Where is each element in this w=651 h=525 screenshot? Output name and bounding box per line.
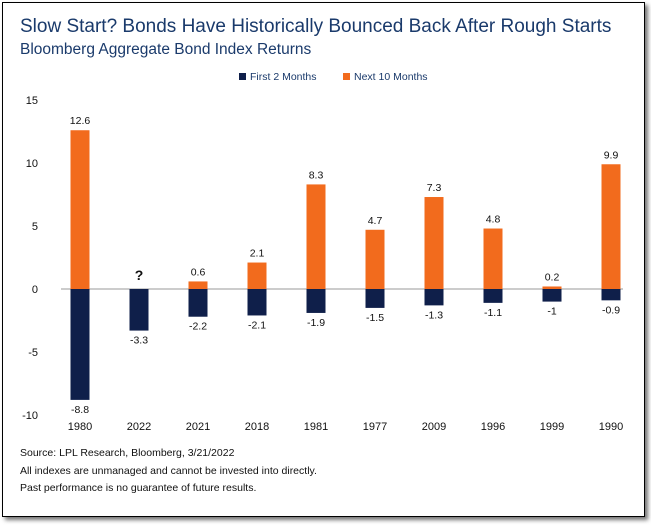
bar-next-10-months	[424, 197, 444, 289]
data-label-first: -8.8	[71, 404, 89, 416]
data-label-next: ?	[135, 267, 144, 283]
x-tick-label: 1999	[540, 421, 564, 433]
data-label-first: -2.1	[248, 319, 266, 331]
y-tick-label: 10	[26, 158, 38, 170]
x-tick-label: 1996	[481, 421, 505, 433]
data-label-first: -0.9	[602, 304, 620, 316]
legend-next-label: Next 10 Months	[354, 71, 428, 83]
bar-first-2-months	[247, 289, 267, 316]
bar-first-2-months	[483, 289, 503, 303]
x-tick-label: 2018	[245, 421, 269, 433]
data-label-first: -1	[547, 306, 556, 318]
data-label-first: -1.9	[307, 317, 325, 329]
bar-next-10-months	[70, 130, 90, 289]
data-label-next: 8.3	[309, 169, 324, 181]
legend-first-label: First 2 Months	[250, 71, 317, 83]
bar-chart: First 2 Months Next 10 Months 15 10 5 0 -5 -1…	[22, 71, 623, 433]
data-label-next: 2.1	[250, 248, 265, 260]
bar-next-10-months	[306, 184, 326, 289]
bar-first-2-months	[306, 289, 326, 313]
data-label-first: -1.1	[484, 307, 502, 319]
bar-next-10-months	[542, 286, 562, 289]
x-tick-label: 1981	[304, 421, 328, 433]
data-label-first: -1.5	[366, 312, 384, 324]
data-label-next: 0.2	[545, 271, 560, 283]
bar-next-10-months	[247, 262, 267, 289]
footer-source: Source: LPL Research, Bloomberg, 3/21/20…	[20, 447, 235, 459]
data-label-first: -1.3	[425, 309, 443, 321]
bar-first-2-months	[70, 289, 90, 400]
footer-note-indexes: All indexes are unmanaged and cannot be …	[20, 465, 317, 477]
footer-note-performance: Past performance is no guarantee of futu…	[20, 482, 257, 494]
data-label-first: -3.3	[130, 335, 148, 347]
data-label-next: 7.3	[427, 182, 442, 194]
bar-next-10-months	[601, 164, 621, 289]
y-tick-label: -5	[28, 347, 38, 359]
bar-first-2-months	[365, 289, 385, 308]
data-label-next: 4.8	[486, 214, 501, 226]
x-tick-label: 1980	[68, 421, 92, 433]
bar-next-10-months	[365, 229, 385, 289]
x-tick-label: 1990	[599, 421, 623, 433]
y-tick-label: 0	[32, 284, 38, 296]
data-label-first: -2.2	[189, 321, 207, 333]
legend-first-swatch	[239, 73, 246, 80]
x-tick-label: 1977	[363, 421, 387, 433]
bar-next-10-months	[188, 281, 208, 289]
y-tick-label: 15	[26, 95, 38, 107]
bar-first-2-months	[424, 289, 444, 306]
x-tick-label: 2021	[186, 421, 210, 433]
legend-next-swatch	[343, 73, 350, 80]
y-tick-label: -10	[22, 410, 38, 422]
label-layer: -8.8 12.6 -3.3? -2.2 0.6 -2.1 2.1 -1.9 8.3 -1.5 4.…	[70, 115, 620, 416]
y-tick-label: 5	[32, 221, 38, 233]
data-label-next: 9.9	[604, 149, 619, 161]
data-label-next: 4.7	[368, 215, 383, 227]
axis-layer: 15 10 5 0 -5 -10 1980 2022 2021 2018 1981 1977 2009 1…	[22, 95, 623, 433]
chart-title: Slow Start? Bonds Have Historically Boun…	[20, 16, 612, 37]
bar-first-2-months	[129, 289, 149, 331]
chart-frame: Slow Start? Bonds Have Historically Boun…	[2, 2, 645, 517]
x-tick-label: 2022	[127, 421, 151, 433]
legend: First 2 Months Next 10 Months	[239, 71, 428, 83]
data-label-next: 0.6	[191, 266, 206, 278]
bar-layer	[70, 130, 621, 400]
data-label-next: 12.6	[70, 115, 91, 127]
bar-first-2-months	[188, 289, 208, 317]
x-tick-label: 2009	[422, 421, 446, 433]
bar-next-10-months	[483, 228, 503, 289]
bar-first-2-months	[601, 289, 621, 301]
chart-subtitle: Bloomberg Aggregate Bond Index Returns	[20, 41, 312, 58]
bar-first-2-months	[542, 289, 562, 302]
